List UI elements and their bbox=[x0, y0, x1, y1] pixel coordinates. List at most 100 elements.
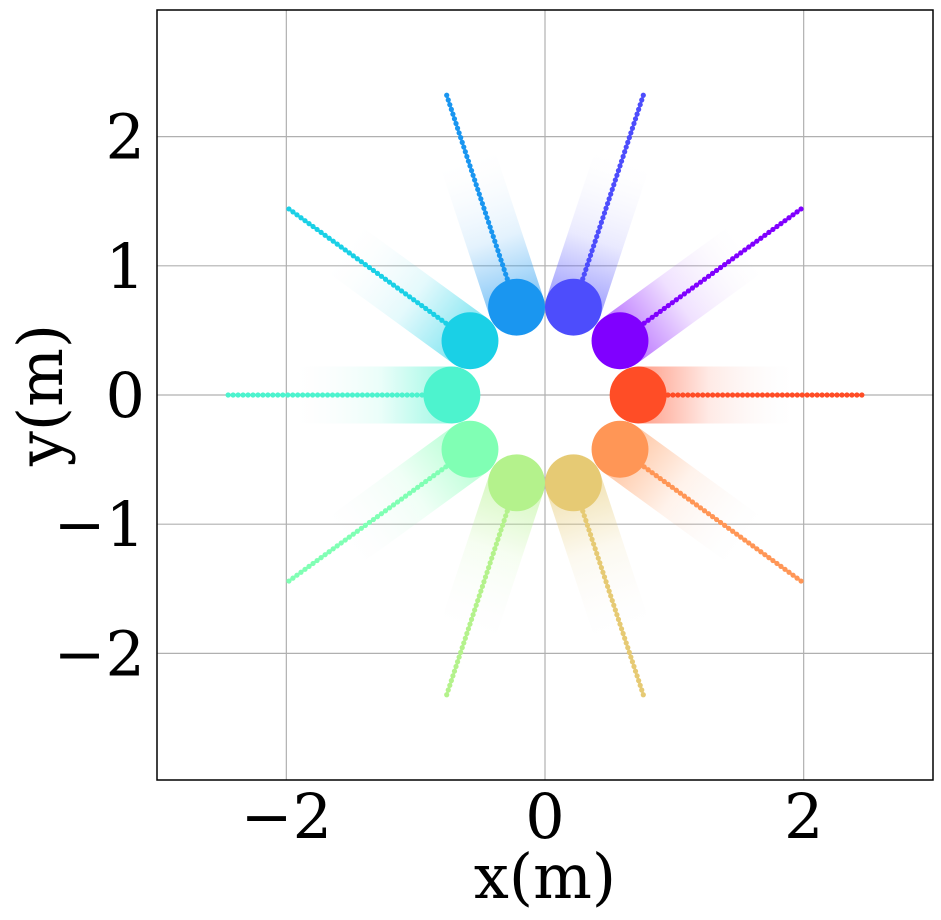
trajectory-point bbox=[489, 229, 495, 235]
trajectory-point bbox=[600, 215, 606, 221]
trajectory-point bbox=[411, 487, 417, 493]
trajectory-point bbox=[320, 392, 326, 398]
agent-disc bbox=[441, 420, 499, 478]
trajectory-point bbox=[459, 139, 465, 145]
trajectory-point bbox=[495, 248, 501, 254]
trajectory-point bbox=[306, 221, 312, 227]
trajectory-point bbox=[604, 583, 611, 590]
trajectory-point bbox=[499, 522, 506, 528]
agent-disc bbox=[441, 312, 499, 370]
trajectory-point bbox=[657, 475, 663, 482]
trajectory-point bbox=[784, 392, 790, 398]
trajectory-point bbox=[673, 487, 679, 493]
trajectory-point bbox=[390, 282, 397, 288]
trajectory-point bbox=[346, 250, 352, 256]
trajectory-point bbox=[465, 626, 472, 632]
trajectory-point bbox=[697, 279, 704, 285]
trajectory-point bbox=[486, 565, 492, 571]
trajectory-point bbox=[798, 578, 804, 584]
trajectory-point bbox=[394, 285, 401, 291]
trajectory-point bbox=[404, 392, 410, 398]
trajectory-point bbox=[603, 205, 609, 211]
trajectory-point bbox=[318, 555, 324, 561]
trajectory-point bbox=[490, 550, 496, 557]
trajectory-point bbox=[709, 270, 716, 276]
trajectory-point bbox=[468, 168, 475, 174]
trajectory-point bbox=[623, 144, 629, 150]
trajectory-point bbox=[718, 519, 724, 526]
trajectory-point bbox=[844, 392, 850, 398]
x-tick-labels: −2 0 2 bbox=[241, 780, 824, 853]
trajectory-point bbox=[230, 392, 236, 398]
trajectory-point bbox=[240, 392, 246, 398]
trajectory-point bbox=[594, 233, 600, 240]
x-axis-label: x(m) bbox=[474, 840, 616, 913]
trajectory-point bbox=[770, 226, 776, 233]
trajectory-point bbox=[824, 392, 830, 398]
trajectory-point bbox=[468, 616, 475, 622]
y-tick-label: 0 bbox=[106, 359, 145, 432]
trajectory-point bbox=[612, 607, 618, 613]
trajectory-point bbox=[625, 139, 631, 145]
trajectory-point bbox=[629, 125, 636, 131]
trajectory-point bbox=[453, 120, 459, 127]
trajectory-point bbox=[604, 200, 611, 207]
trajectory-point bbox=[689, 499, 696, 505]
trajectory-point bbox=[419, 392, 425, 398]
trajectory-point bbox=[498, 527, 504, 533]
trajectory-point bbox=[386, 505, 393, 511]
trajectory-point bbox=[849, 392, 855, 398]
trajectory-point bbox=[750, 543, 756, 549]
agents bbox=[423, 278, 667, 512]
trajectory-point bbox=[366, 264, 372, 271]
trajectory-point bbox=[499, 262, 506, 268]
trajectory-point bbox=[354, 528, 360, 534]
trajectory-point bbox=[639, 97, 645, 103]
trajectory-point bbox=[794, 209, 800, 215]
trajectory-point bbox=[645, 467, 651, 473]
trajectory-point bbox=[403, 291, 409, 297]
trajectory-point bbox=[754, 546, 760, 552]
trajectory-point bbox=[586, 527, 592, 533]
trajectory-point bbox=[454, 125, 461, 131]
trajectory-point bbox=[584, 522, 591, 528]
trajectory-point bbox=[362, 261, 368, 268]
trajectory-point bbox=[330, 546, 336, 552]
trajectory-point bbox=[758, 235, 764, 241]
trajectory-point bbox=[439, 467, 445, 473]
trajectory-point bbox=[606, 196, 612, 202]
trajectory-point bbox=[407, 294, 413, 300]
trajectory-point bbox=[715, 392, 721, 398]
trajectory-point bbox=[298, 215, 304, 221]
trajectory-point bbox=[729, 392, 736, 398]
trajectory-point bbox=[379, 392, 385, 398]
trajectory-point bbox=[310, 560, 316, 567]
trajectory-point bbox=[762, 232, 768, 238]
trajectory-point bbox=[615, 168, 622, 174]
trajectory-point bbox=[322, 232, 328, 238]
trajectory-point bbox=[339, 392, 346, 398]
trajectory-point bbox=[384, 392, 390, 398]
trajectory-point bbox=[701, 508, 708, 514]
trajectory-point bbox=[632, 668, 639, 674]
agent-disc bbox=[488, 454, 545, 512]
agent-disc bbox=[488, 278, 545, 336]
trajectory-point bbox=[739, 392, 746, 398]
trajectory-point bbox=[394, 499, 401, 505]
trajectory-point bbox=[598, 565, 604, 571]
trajectory-point bbox=[685, 496, 692, 502]
trajectory-point bbox=[617, 163, 623, 169]
trajectory-point bbox=[697, 505, 704, 511]
trajectory-point bbox=[626, 649, 632, 655]
trajectory-point bbox=[354, 392, 361, 398]
trajectory-point bbox=[310, 223, 316, 230]
trajectory-point bbox=[804, 392, 810, 398]
trajectory-point bbox=[730, 528, 736, 534]
trajectory-point bbox=[374, 514, 381, 520]
trajectory-point bbox=[592, 546, 598, 552]
trajectory-point bbox=[628, 654, 634, 660]
plot-frame bbox=[156, 9, 934, 781]
trajectory-point bbox=[492, 546, 498, 552]
trajectory-point bbox=[314, 226, 320, 233]
trajectory-point bbox=[782, 566, 788, 572]
